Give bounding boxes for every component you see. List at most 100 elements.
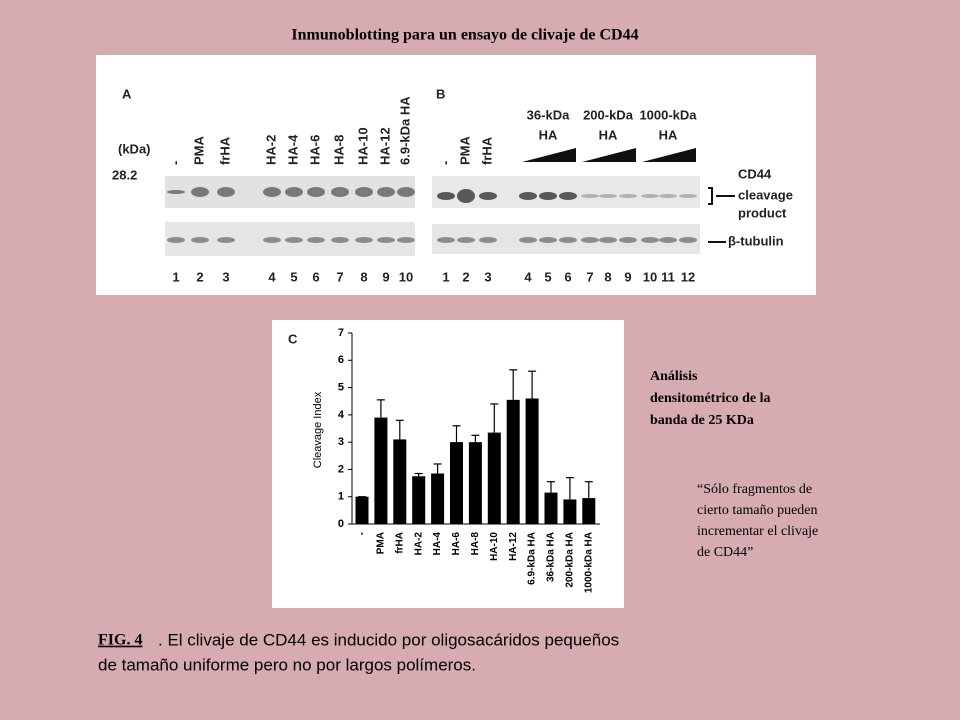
quote: de CD44” [697,545,753,560]
y-tick-label: 2 [338,463,344,475]
lane-number: 8 [360,269,367,284]
y-tick-label: 7 [338,327,344,339]
band [285,237,303,243]
lane-number: 9 [382,269,389,284]
lane-number: 8 [604,269,611,284]
note: Análisis [650,369,698,384]
bar [431,473,445,524]
band [355,187,373,197]
error-bar [452,425,461,443]
arrows [708,187,735,243]
lane-number: 7 [336,269,343,284]
lane-label: PMA [191,136,206,166]
bar [412,476,426,524]
band [581,237,599,243]
lane-number: 9 [624,269,631,284]
x-tick-label: 200-kDa HA [565,532,576,588]
bar [487,432,501,524]
group-label: 200-kDa [583,107,634,122]
band [641,237,659,243]
y-tick-label: 5 [338,381,344,393]
x-tick-label: PMA [376,532,387,554]
error-bar [584,481,593,499]
band [479,192,497,200]
quote: incrementar el clivaje [697,524,818,539]
x-tick-label: HA-2 [413,532,424,556]
band [599,237,617,243]
x-tick-label: HA-6 [451,532,462,556]
lane-number: 3 [484,269,491,284]
error-bar [547,481,555,493]
y-tick-label: 4 [338,409,345,421]
lane-number: 2 [196,269,203,284]
quote: cierto tamaño pueden [697,503,818,518]
band [581,194,599,198]
bar [563,499,577,524]
lane-label: - [167,161,182,165]
group-label: HA [599,127,618,142]
band [659,194,677,198]
band [191,237,209,243]
band [519,237,537,243]
band [397,187,415,197]
band [437,237,455,243]
lane-number: 12 [681,269,695,284]
lane-number: 3 [222,269,229,284]
band [479,237,497,243]
band [559,192,577,200]
band [659,237,677,243]
error-bar [433,463,442,474]
x-tick-label: - [357,532,368,535]
error-bar [414,472,423,477]
x-tick-label: HA-10 [489,532,500,561]
band [217,237,235,243]
band-label: CD44 [738,166,772,181]
marker-label: 28.2 [112,167,137,182]
x-tick-label: HA-4 [432,532,443,556]
lane-number: 4 [524,269,532,284]
lane-number: 11 [661,269,675,284]
bar [355,496,369,524]
unit-label: (kDa) [118,141,151,156]
error-bar [509,369,518,400]
error-bar [528,370,537,399]
bar [450,442,463,524]
lane-number: 6 [564,269,571,284]
lane-label: HA-4 [285,134,300,165]
bar [374,417,388,524]
band [397,237,415,243]
lane-number: 10 [643,269,657,284]
caption: . El clivaje de CD44 es inducido por oli… [158,630,619,649]
lane-label: PMA [457,136,472,166]
lane-number: 4 [268,269,276,284]
band [539,192,557,200]
title: Inmunoblotting para un ensayo de clivaje… [291,27,638,44]
lane-label: - [437,161,452,165]
error-bar [471,434,480,443]
lane-number: 2 [462,269,469,284]
lane-label: HA-8 [331,135,346,165]
band [307,237,325,243]
error-bar [490,403,499,433]
error-bar [395,419,404,440]
band [285,187,303,197]
lane-number: 1 [442,269,449,284]
blot-panel [96,55,816,295]
band [263,187,281,197]
panel-letter: C [288,331,298,346]
y-tick-label: 6 [338,354,344,366]
band [679,237,697,243]
bar [393,439,407,524]
band [641,194,659,198]
lane-label: HA-12 [377,127,392,165]
band [519,192,537,200]
panel-letter: B [436,86,445,101]
band [539,237,557,243]
bar [544,492,558,524]
band [377,237,395,243]
band [457,189,475,203]
caption: de tamaño uniforme pero no por largos po… [98,655,476,674]
caption-label: FIG. 4 [98,632,142,649]
y-tick-label: 3 [338,436,344,448]
